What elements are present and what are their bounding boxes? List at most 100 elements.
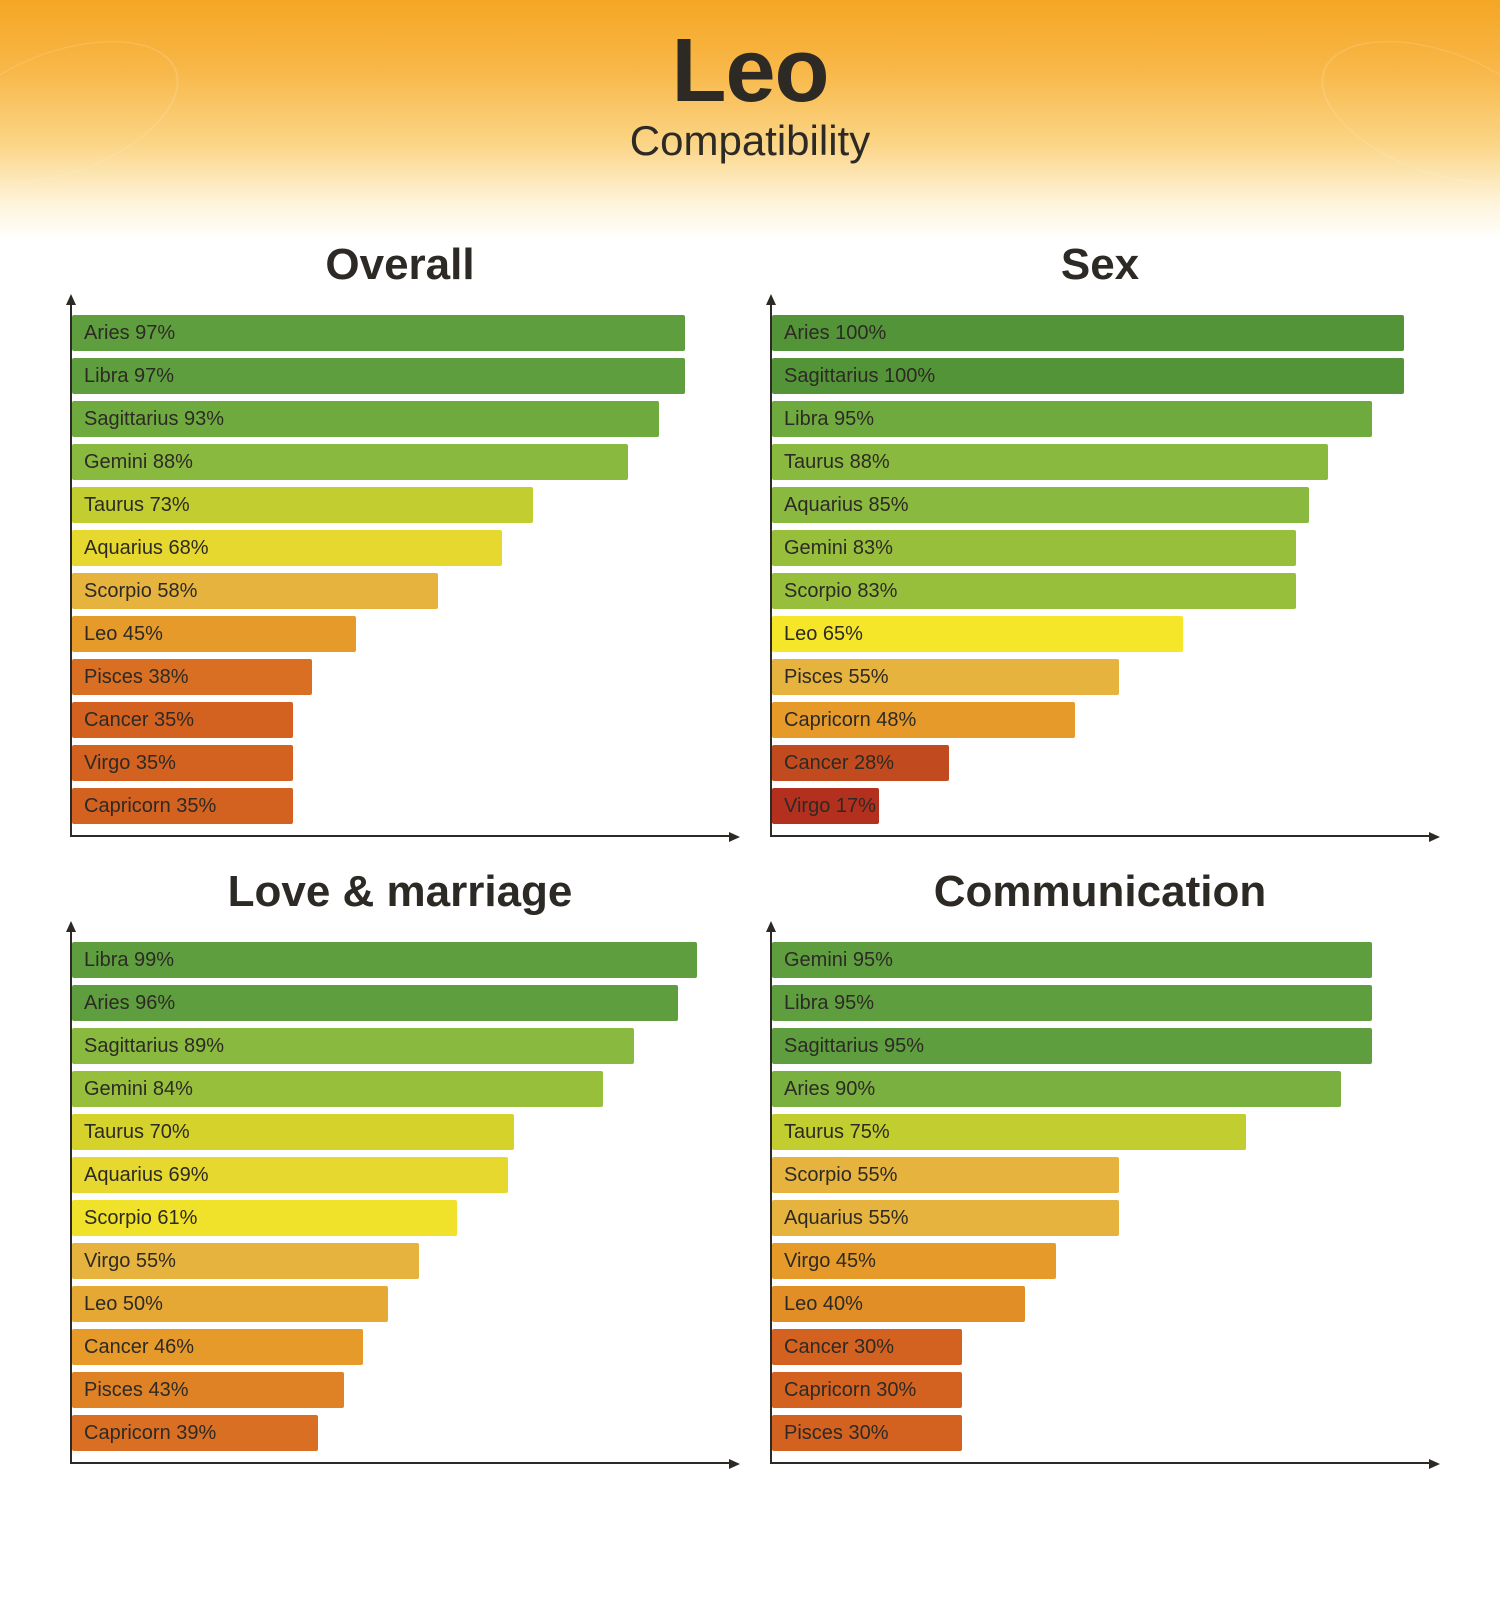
bar-row: Taurus 73%: [72, 487, 730, 523]
bar-row: Leo 50%: [72, 1286, 730, 1322]
bar: Scorpio 61%: [72, 1200, 457, 1236]
bar-row: Gemini 95%: [772, 942, 1430, 978]
bar: Cancer 30%: [772, 1329, 962, 1365]
bar-row: Taurus 75%: [772, 1114, 1430, 1150]
bar: Virgo 55%: [72, 1243, 419, 1279]
bar-row: Pisces 30%: [772, 1415, 1430, 1451]
bar-row: Capricorn 35%: [72, 788, 730, 824]
bar-row: Libra 97%: [72, 358, 730, 394]
bar-row: Scorpio 61%: [72, 1200, 730, 1236]
chart-title-communication: Communication: [770, 867, 1430, 917]
bar-row: Leo 65%: [772, 616, 1430, 652]
bar: Capricorn 39%: [72, 1415, 318, 1451]
bar: Virgo 17%: [772, 788, 879, 824]
bar: Gemini 88%: [72, 444, 628, 480]
bar: Aquarius 68%: [72, 530, 502, 566]
bar: Sagittarius 95%: [772, 1028, 1372, 1064]
bar-row: Libra 95%: [772, 401, 1430, 437]
chart-title-sex: Sex: [770, 240, 1430, 290]
bar-row: Capricorn 39%: [72, 1415, 730, 1451]
bar: Capricorn 48%: [772, 702, 1075, 738]
chart-body-love: Libra 99% Aries 96% Sagittarius 89% Gemini …: [70, 931, 730, 1464]
bar: Capricorn 35%: [72, 788, 293, 824]
bar: Libra 99%: [72, 942, 697, 978]
bar-row: Sagittarius 93%: [72, 401, 730, 437]
bar-row: Taurus 70%: [72, 1114, 730, 1150]
chart-body-overall: Aries 97% Libra 97% Sagittarius 93% Gemini …: [70, 304, 730, 837]
bar-row: Pisces 43%: [72, 1372, 730, 1408]
bar-row: Cancer 35%: [72, 702, 730, 738]
bar: Taurus 73%: [72, 487, 533, 523]
bar-row: Cancer 28%: [772, 745, 1430, 781]
bar: Gemini 84%: [72, 1071, 603, 1107]
bar: Aquarius 55%: [772, 1200, 1119, 1236]
chart-title-overall: Overall: [70, 240, 730, 290]
bar: Leo 65%: [772, 616, 1183, 652]
page-title: Leo: [0, 20, 1500, 123]
chart-sex: Sex Aries 100% Sagittarius 100% Libra 95% T…: [770, 240, 1430, 837]
bar-row: Virgo 35%: [72, 745, 730, 781]
bar: Sagittarius 89%: [72, 1028, 634, 1064]
bar: Sagittarius 93%: [72, 401, 659, 437]
bar-row: Gemini 84%: [72, 1071, 730, 1107]
bar: Capricorn 30%: [772, 1372, 962, 1408]
bar-row: Sagittarius 95%: [772, 1028, 1430, 1064]
bar: Pisces 43%: [72, 1372, 344, 1408]
chart-communication: Communication Gemini 95% Libra 95% Sagitta…: [770, 867, 1430, 1464]
bar-row: Aquarius 85%: [772, 487, 1430, 523]
chart-body-sex: Aries 100% Sagittarius 100% Libra 95% Tauru…: [770, 304, 1430, 837]
bar: Aries 100%: [772, 315, 1404, 351]
bar-row: Gemini 83%: [772, 530, 1430, 566]
chart-overall: Overall Aries 97% Libra 97% Sagittarius 93…: [70, 240, 730, 837]
bar-row: Pisces 38%: [72, 659, 730, 695]
bar-row: Libra 95%: [772, 985, 1430, 1021]
bar-row: Scorpio 55%: [772, 1157, 1430, 1193]
header-banner: Leo Compatibility: [0, 0, 1500, 240]
bar-row: Aries 90%: [772, 1071, 1430, 1107]
bar-row: Aquarius 68%: [72, 530, 730, 566]
bar: Pisces 55%: [772, 659, 1119, 695]
bar: Sagittarius 100%: [772, 358, 1404, 394]
bar: Taurus 88%: [772, 444, 1328, 480]
bar: Aquarius 85%: [772, 487, 1309, 523]
bar: Leo 50%: [72, 1286, 388, 1322]
bar: Gemini 95%: [772, 942, 1372, 978]
bar-row: Leo 40%: [772, 1286, 1430, 1322]
bar-row: Scorpio 58%: [72, 573, 730, 609]
bar: Aries 96%: [72, 985, 678, 1021]
bar: Scorpio 83%: [772, 573, 1296, 609]
bar-row: Aries 97%: [72, 315, 730, 351]
bar: Libra 95%: [772, 401, 1372, 437]
bar: Cancer 46%: [72, 1329, 363, 1365]
bar: Leo 40%: [772, 1286, 1025, 1322]
bar: Gemini 83%: [772, 530, 1296, 566]
bar: Pisces 30%: [772, 1415, 962, 1451]
bar: Scorpio 58%: [72, 573, 438, 609]
charts-grid: Overall Aries 97% Libra 97% Sagittarius 93…: [0, 240, 1500, 1504]
bar-row: Libra 99%: [72, 942, 730, 978]
bar-row: Virgo 17%: [772, 788, 1430, 824]
page-subtitle: Compatibility: [0, 117, 1500, 165]
bar-row: Virgo 45%: [772, 1243, 1430, 1279]
bar-row: Sagittarius 100%: [772, 358, 1430, 394]
bar: Aries 97%: [72, 315, 685, 351]
bar: Cancer 28%: [772, 745, 949, 781]
bar: Cancer 35%: [72, 702, 293, 738]
bar: Pisces 38%: [72, 659, 312, 695]
bar: Taurus 75%: [772, 1114, 1246, 1150]
chart-body-communication: Gemini 95% Libra 95% Sagittarius 95% Aries …: [770, 931, 1430, 1464]
bar: Libra 95%: [772, 985, 1372, 1021]
bar-row: Pisces 55%: [772, 659, 1430, 695]
bar-row: Virgo 55%: [72, 1243, 730, 1279]
bar-row: Capricorn 48%: [772, 702, 1430, 738]
bar: Aries 90%: [772, 1071, 1341, 1107]
bar-row: Capricorn 30%: [772, 1372, 1430, 1408]
bar-row: Aquarius 55%: [772, 1200, 1430, 1236]
chart-love: Love & marriage Libra 99% Aries 96% Sagitt…: [70, 867, 730, 1464]
bar-row: Taurus 88%: [772, 444, 1430, 480]
bar-row: Aquarius 69%: [72, 1157, 730, 1193]
bar: Virgo 45%: [772, 1243, 1056, 1279]
bar: Taurus 70%: [72, 1114, 514, 1150]
bar-row: Aries 96%: [72, 985, 730, 1021]
chart-title-love: Love & marriage: [70, 867, 730, 917]
